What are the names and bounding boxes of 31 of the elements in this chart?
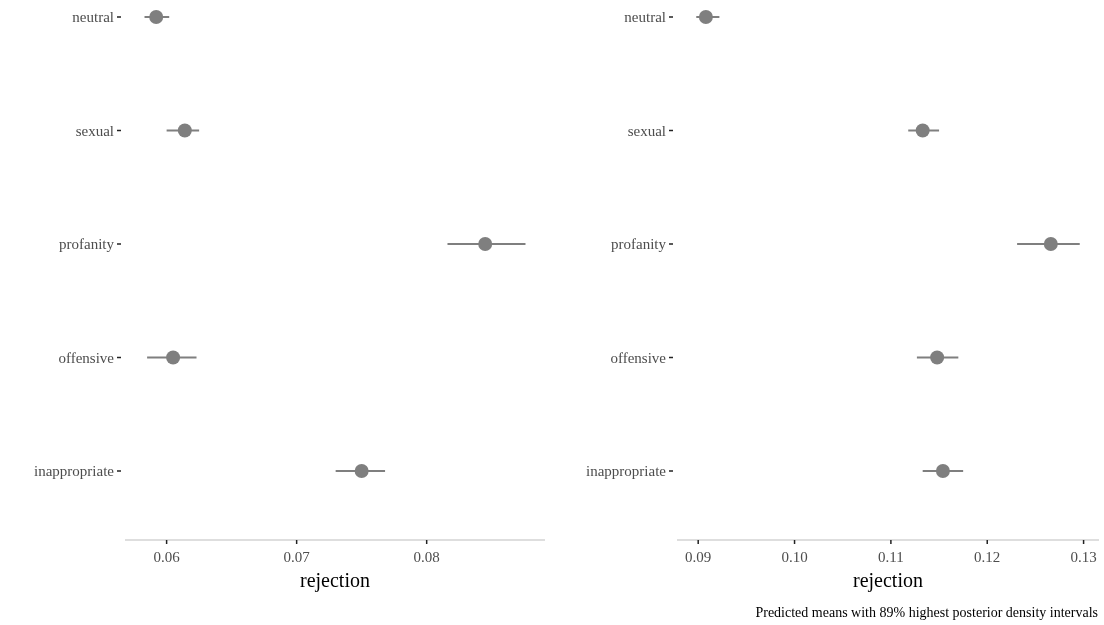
x-tick-label: 0.11 (878, 549, 904, 565)
x-tick-label: 0.06 (153, 549, 181, 565)
text: Predicted means with 89% highest posterior density intervals (755, 605, 1098, 620)
point (930, 350, 945, 365)
y-tick-label: profanity (59, 236, 115, 253)
x-axis-title: rejection (300, 569, 370, 592)
point (177, 123, 192, 138)
x-tick-label: 0.08 (413, 549, 440, 565)
y-tick-label: sexual (75, 122, 114, 139)
point (915, 123, 930, 138)
x-axis-title: rejection (853, 569, 923, 592)
x-tick-label: 0.07 (283, 549, 311, 565)
y-tick-label: sexual (627, 122, 666, 139)
y-tick-label: neutral (624, 9, 666, 26)
x-tick-label: 0.12 (974, 549, 1001, 565)
y-tick-label: profanity (611, 236, 667, 253)
point (166, 350, 181, 365)
y-tick-label: offensive (58, 349, 115, 366)
point (698, 10, 713, 24)
x-tick-label: 0.09 (685, 549, 712, 565)
x-tick-label: 0.10 (781, 549, 808, 565)
point (478, 237, 493, 251)
point (354, 464, 369, 478)
point (1043, 237, 1058, 251)
x-tick-label: 0.13 (1070, 549, 1097, 565)
y-tick-label: inappropriate (586, 463, 667, 480)
point (149, 10, 164, 24)
y-tick-label: offensive (610, 349, 667, 366)
y-tick-label: inappropriate (34, 463, 115, 480)
point (935, 464, 950, 478)
y-tick-label: neutral (72, 9, 114, 26)
